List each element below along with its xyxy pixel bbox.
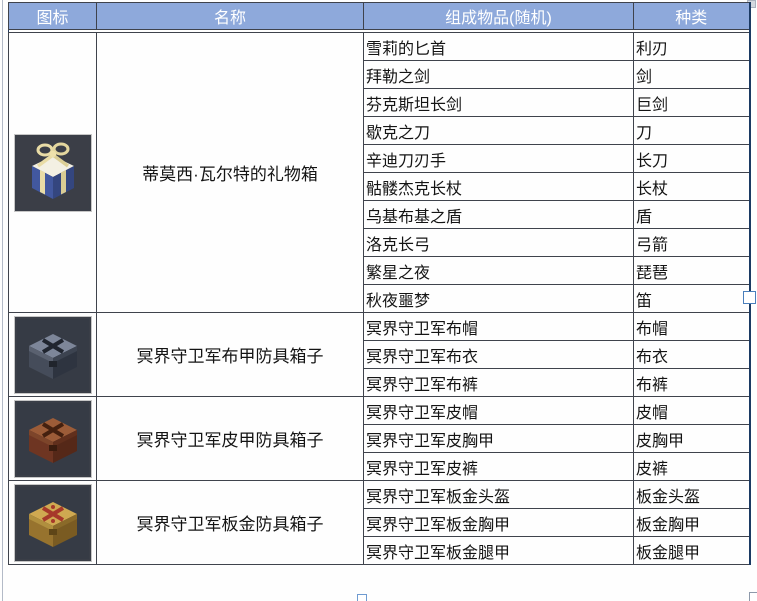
item-type-cell: 皮帽 — [633, 396, 750, 425]
item-type-cell: 笛 — [633, 284, 750, 313]
item-type-cell: 巨剑 — [633, 88, 750, 117]
column-header-type: 种类 — [633, 2, 750, 30]
item-name-cell: 冥界守卫军皮裤 — [363, 452, 634, 481]
item-name-cell: 雪莉的匕首 — [363, 32, 634, 61]
icon-cell — [8, 312, 97, 397]
item-name-cell: 乌基布基之盾 — [363, 200, 634, 229]
table-row: 辛迪刀刃手 长刀 — [9, 144, 750, 173]
icon-cell — [8, 396, 97, 481]
blue-gift-box-icon — [13, 133, 92, 212]
column-header-icon: 图标 — [8, 2, 97, 30]
box-name-cell: 冥界守卫军布甲防具箱子 — [96, 312, 364, 397]
item-name-cell: 拜勒之剑 — [363, 60, 634, 89]
item-name-cell: 冥界守卫军皮帽 — [363, 396, 634, 425]
table-row: 冥界守卫军板金胸甲 板金胸甲 — [9, 508, 750, 537]
box-name-cell: 冥界守卫军板金防具箱子 — [96, 480, 364, 565]
item-type-cell: 利刃 — [633, 32, 750, 61]
icon-cell — [8, 32, 97, 313]
box-name-cell: 蒂莫西·瓦尔特的礼物箱 — [96, 32, 364, 313]
table-row: 骷髅杰克长杖 长杖 — [9, 172, 750, 201]
item-box-table: 图标 名称 组成物品(随机) 种类 — [8, 2, 751, 565]
brown-leather-armor-box-icon — [13, 399, 92, 478]
gold-plate-armor-box-icon — [13, 483, 92, 562]
page-edge-line — [2, 0, 3, 601]
item-name-cell: 冥界守卫军板金胸甲 — [363, 508, 634, 537]
icon-cell — [8, 480, 97, 565]
table-row: 冥界守卫军板金防具箱子 冥界守卫军板金头盔 板金头盔 — [8, 480, 750, 565]
item-type-cell: 剑 — [633, 60, 750, 89]
item-name-cell: 秋夜噩梦 — [363, 284, 634, 313]
item-type-cell: 板金头盔 — [633, 480, 750, 509]
table-resize-handle[interactable] — [743, 291, 756, 304]
table-row: 冥界守卫军皮甲防具箱子 冥界守卫军皮帽 皮帽 — [8, 396, 750, 481]
item-name-cell: 芬克斯坦长剑 — [363, 88, 634, 117]
item-name-cell: 冥界守卫军皮胸甲 — [363, 424, 634, 453]
item-name-cell: 冥界守卫军板金头盔 — [363, 480, 634, 509]
item-type-cell: 盾 — [633, 200, 750, 229]
table-row: 冥界守卫军布裤 布裤 — [9, 368, 750, 397]
item-name-cell: 洛克长弓 — [363, 228, 634, 257]
item-type-cell: 琵琶 — [633, 256, 750, 285]
item-name-cell: 冥界守卫军板金腿甲 — [363, 536, 634, 565]
column-header-items: 组成物品(随机) — [363, 2, 634, 30]
item-type-cell: 板金腿甲 — [633, 536, 750, 565]
item-name-cell: 冥界守卫军布帽 — [363, 312, 634, 341]
table-row: 冥界守卫军皮裤 皮裤 — [9, 452, 750, 481]
item-type-cell: 板金胸甲 — [633, 508, 750, 537]
item-type-cell: 皮裤 — [633, 452, 750, 481]
item-type-cell: 布衣 — [633, 340, 750, 369]
gray-cloth-armor-box-icon — [13, 315, 92, 394]
table-row: 乌基布基之盾盾 — [9, 200, 750, 229]
item-type-cell: 长刀 — [633, 144, 750, 173]
table-row: 冥界守卫军板金腿甲 板金腿甲 — [9, 536, 750, 565]
table-resize-handle[interactable] — [749, 592, 757, 601]
table-row: 蒂莫西·瓦尔特的礼物箱 雪莉的匕首 利刃 — [8, 32, 750, 313]
item-name-cell: 冥界守卫军布裤 — [363, 368, 634, 397]
item-type-cell: 刀 — [633, 116, 750, 145]
item-name-cell: 繁星之夜 — [363, 256, 634, 285]
table-resize-handle[interactable] — [357, 594, 367, 601]
table-row: 歇克之刀刀 — [9, 116, 750, 145]
item-name-cell: 冥界守卫军布衣 — [363, 340, 634, 369]
item-name-cell: 歇克之刀 — [363, 116, 634, 145]
item-name-cell: 辛迪刀刃手 — [363, 144, 634, 173]
item-type-cell: 弓箭 — [633, 228, 750, 257]
table-row: 洛克长弓 弓箭 — [9, 228, 750, 257]
table-row: 芬克斯坦长剑 巨剑 — [9, 88, 750, 117]
item-type-cell: 布帽 — [633, 312, 750, 341]
table-row: 冥界守卫军布甲防具箱子 冥界守卫军布帽 布帽 — [8, 312, 750, 397]
item-type-cell: 皮胸甲 — [633, 424, 750, 453]
header-row: 图标 名称 组成物品(随机) 种类 — [8, 2, 750, 30]
item-name-cell: 骷髅杰克长杖 — [363, 172, 634, 201]
table-row: 繁星之夜 琵琶 — [9, 256, 750, 285]
item-type-cell: 布裤 — [633, 368, 750, 397]
column-header-name: 名称 — [96, 2, 364, 30]
box-name-cell: 冥界守卫军皮甲防具箱子 — [96, 396, 364, 481]
item-type-cell: 长杖 — [633, 172, 750, 201]
